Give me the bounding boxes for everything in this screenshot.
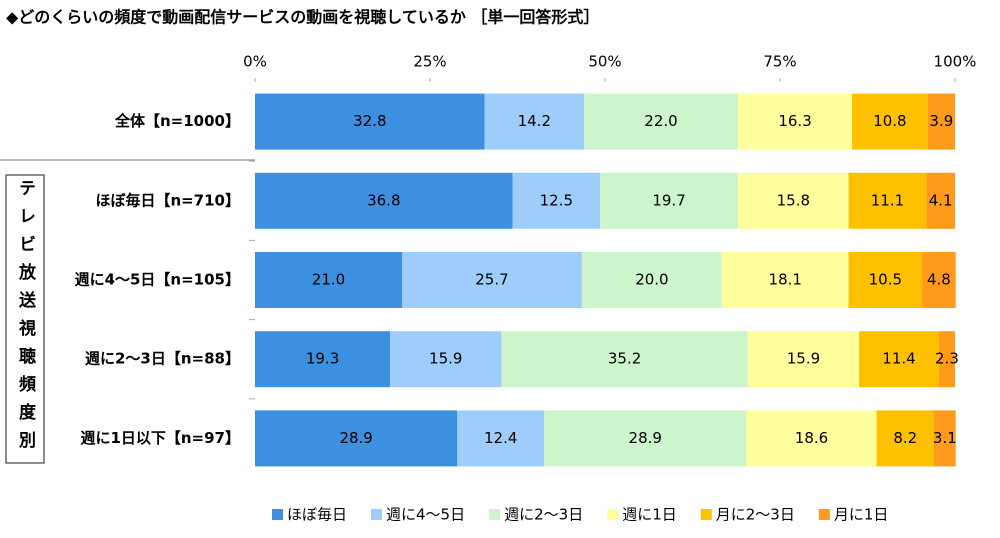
bar-segment	[738, 172, 849, 229]
y-tick-label: 週に4～5日【n=105】	[75, 271, 240, 289]
data-label: 12.4	[484, 429, 517, 447]
bar-segment	[926, 172, 955, 229]
data-label: 36.8	[367, 191, 400, 209]
y-tick-label: 全体【n=1000】	[114, 112, 240, 130]
bar-segment	[738, 93, 853, 150]
bar-segment	[544, 410, 747, 467]
data-label: 15.9	[429, 350, 462, 368]
chart-title: ◆どのくらいの頻度で動画配信サービスの動画を視聴しているか ［単一回答形式］	[6, 8, 599, 27]
data-label: 4.1	[929, 191, 953, 209]
legend-swatch	[489, 509, 501, 520]
data-label: 28.9	[629, 429, 662, 447]
legend-label: 月に2～3日	[716, 506, 795, 524]
bar-segment	[255, 252, 402, 308]
bar-segment	[390, 331, 502, 388]
bar-segment	[402, 252, 582, 308]
x-tick-label: 50%	[588, 53, 621, 71]
data-label: 21.0	[312, 271, 345, 289]
data-label: 22.0	[644, 112, 677, 130]
bar-segment	[501, 331, 748, 388]
bar-segment	[255, 410, 458, 467]
legend-label: 週に1日	[622, 506, 677, 524]
data-label: 35.2	[608, 350, 641, 368]
bar-segment	[457, 410, 545, 467]
bar-segment	[255, 172, 513, 229]
data-label: 2.3	[935, 350, 959, 368]
legend-label: 週に4～5日	[386, 506, 465, 524]
bar-segment	[848, 172, 927, 229]
bar-segment	[859, 331, 939, 388]
bar-segment	[512, 172, 601, 229]
legend-swatch	[272, 509, 283, 520]
data-label: 4.8	[927, 271, 951, 289]
bar-segment	[938, 331, 955, 388]
data-label: 11.4	[882, 350, 915, 368]
data-label: 3.1	[933, 429, 957, 447]
data-label: 25.7	[475, 271, 508, 289]
legend-label: ほぼ毎日	[287, 506, 347, 524]
group-label: テレビ放送視聴頻度別	[15, 179, 37, 459]
bar-segment	[927, 93, 955, 150]
data-label: 28.9	[339, 429, 372, 447]
data-label: 3.9	[929, 112, 953, 130]
bar-segment	[255, 331, 391, 388]
data-label: 11.1	[871, 191, 904, 209]
x-tick-label: 75%	[763, 53, 796, 71]
bar-segment	[255, 93, 485, 150]
bar-segment	[746, 410, 877, 467]
data-label: 18.1	[769, 271, 802, 289]
bar-segment	[721, 252, 849, 308]
legend-label: 月に1日	[834, 506, 889, 524]
legend-swatch	[371, 509, 383, 520]
bar-segment	[922, 252, 956, 308]
bar-segment	[852, 93, 928, 150]
data-label: 8.2	[893, 429, 917, 447]
bar-segment	[484, 93, 584, 150]
x-tick-label: 25%	[413, 53, 446, 71]
bar-segment	[600, 172, 738, 229]
data-label: 19.3	[306, 350, 339, 368]
data-label: 15.9	[787, 350, 820, 368]
legend-label: 週に2～3日	[504, 506, 583, 524]
y-tick-label: 週に1日以下【n=97】	[80, 429, 240, 447]
bar-segment	[747, 331, 860, 388]
data-label: 32.8	[353, 112, 386, 130]
data-label: 19.7	[652, 191, 685, 209]
data-label: 20.0	[635, 271, 668, 289]
group-box	[5, 174, 45, 464]
data-label: 10.5	[869, 271, 902, 289]
data-label: 16.3	[778, 112, 811, 130]
x-tick-label: 100%	[934, 53, 977, 71]
y-tick-label: ほぼ毎日【n=710】	[95, 191, 240, 209]
legend-swatch	[818, 509, 830, 520]
data-label: 14.2	[518, 112, 551, 130]
legend-swatch	[607, 509, 619, 520]
legend-swatch	[700, 509, 712, 520]
data-label: 18.6	[795, 429, 828, 447]
bar-segment	[876, 410, 934, 467]
data-label: 15.8	[777, 191, 810, 209]
bar-segment	[581, 252, 722, 308]
data-label: 10.8	[873, 112, 906, 130]
bar-segment	[934, 410, 956, 467]
bar-segment	[584, 93, 738, 150]
x-tick-label: 0%	[243, 53, 267, 71]
y-tick-label: 週に2～3日【n=88】	[85, 350, 240, 368]
bar-segment	[848, 252, 923, 308]
data-label: 12.5	[540, 191, 573, 209]
